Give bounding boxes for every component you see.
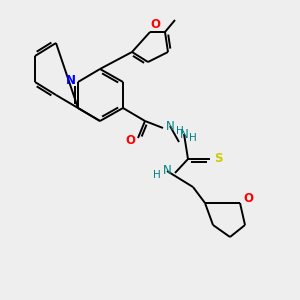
Text: O: O bbox=[243, 191, 253, 205]
Text: O: O bbox=[125, 134, 135, 146]
Text: N: N bbox=[180, 128, 188, 140]
Text: N: N bbox=[166, 119, 174, 133]
Text: N: N bbox=[163, 164, 171, 178]
Text: N: N bbox=[66, 74, 76, 88]
Text: H: H bbox=[189, 133, 197, 143]
Text: H: H bbox=[176, 126, 184, 136]
Text: O: O bbox=[150, 19, 160, 32]
Text: H: H bbox=[153, 170, 161, 180]
Text: S: S bbox=[214, 152, 222, 166]
